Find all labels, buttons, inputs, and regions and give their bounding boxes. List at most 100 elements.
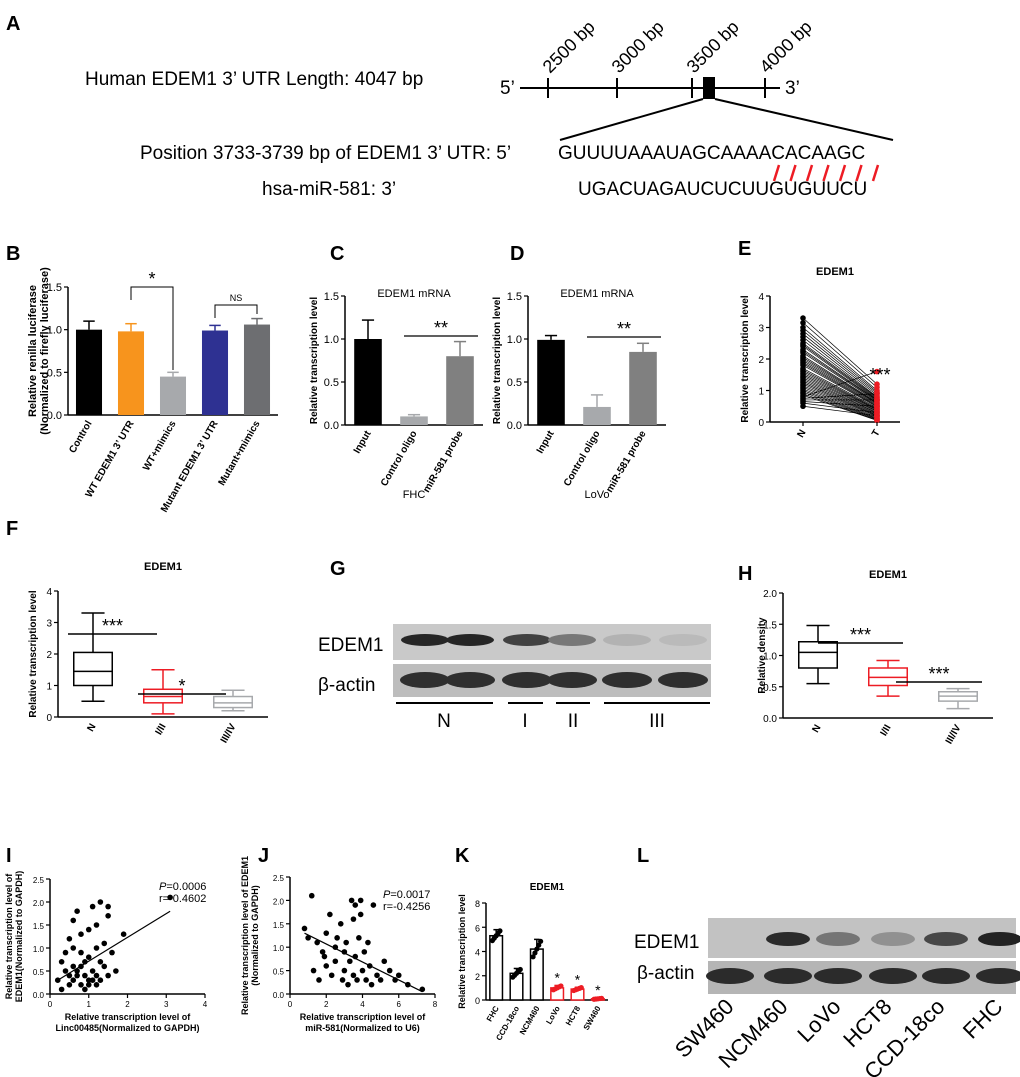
- group-label: III: [649, 711, 665, 732]
- data-point: [356, 935, 362, 941]
- y-tick-label: 1.0: [47, 325, 62, 337]
- panel-letter-c: C: [330, 243, 344, 265]
- y-tick-label: 3: [758, 324, 764, 335]
- y-tick-label: 1.5: [33, 922, 45, 931]
- y-tick-label: 0.0: [763, 714, 777, 725]
- pair-line: [802, 402, 878, 413]
- category-label: WT+mimics: [141, 419, 179, 473]
- protein-band: [548, 634, 596, 646]
- significance-mark: **: [617, 319, 631, 339]
- x-tick-label: 1: [87, 1000, 92, 1009]
- category-label: Control oligo: [379, 429, 420, 488]
- data-point: [85, 954, 92, 960]
- p-value-label: P=0.0006: [159, 881, 206, 893]
- x-tick-label: 0: [288, 1000, 293, 1009]
- y-tick-label: 4: [475, 948, 480, 958]
- data-point: [314, 939, 320, 946]
- data-point: [93, 922, 100, 928]
- chart-title: EDEM1: [530, 882, 565, 893]
- y-tick-label: 2: [758, 355, 764, 366]
- category-label: III/IV: [944, 723, 964, 747]
- x-axis-label: FHC: [403, 489, 426, 501]
- y-tick-label: 0.5: [324, 377, 339, 389]
- protein-band: [976, 968, 1020, 984]
- x-tick-label: 2: [324, 1000, 329, 1009]
- protein-band: [401, 634, 449, 646]
- y-tick-label: 1: [46, 682, 52, 693]
- panel-letter-a: A: [6, 13, 20, 35]
- data-point: [301, 925, 308, 932]
- pair-line: [802, 322, 878, 388]
- data-point: [348, 897, 355, 904]
- protein-band: [659, 634, 707, 646]
- panel-letter-h: H: [738, 563, 752, 585]
- utr-tick-label: 3500 bp: [683, 17, 743, 77]
- pair-line: [802, 377, 878, 413]
- base-pair-line: [822, 164, 830, 182]
- category-label: I/II: [879, 723, 894, 738]
- protein-band: [502, 672, 552, 688]
- box: [213, 695, 253, 709]
- data-point: [62, 968, 69, 974]
- bar: [489, 934, 504, 1001]
- data-point: [337, 921, 344, 927]
- x-tick-label: 4: [360, 1000, 365, 1009]
- mirna-sequence: UGACUAGAUCUCUUGUGUUCU: [578, 179, 867, 200]
- pair-line: [802, 382, 878, 416]
- data-point: [305, 935, 311, 941]
- blot-membrane-actin: [708, 961, 1016, 994]
- data-point: [354, 977, 360, 983]
- category-label: NCM460: [518, 1004, 542, 1036]
- blot-row-label: β-actin: [318, 675, 375, 696]
- category-label: Input: [352, 428, 374, 455]
- bar: [117, 331, 145, 415]
- pair-line: [802, 336, 878, 396]
- panel-letter-e: E: [738, 238, 751, 260]
- protein-band: [924, 932, 968, 946]
- data-point: [62, 949, 69, 956]
- lane-label: FHC: [958, 994, 1008, 1044]
- data-point: [578, 985, 584, 991]
- data-point: [97, 959, 104, 965]
- category-label: LoVo: [544, 1004, 562, 1025]
- data-point: [328, 972, 335, 979]
- y-tick-label: 2.0: [33, 899, 45, 908]
- protein-band: [922, 968, 970, 984]
- category-label: WT EDEM1 3’ UTR: [84, 418, 137, 499]
- category-label: Input: [535, 428, 557, 455]
- data-point: [70, 977, 77, 983]
- y-axis-label-line2: EDEM1(Normalized to GAPDH): [14, 871, 24, 1003]
- y-tick-label: 1: [758, 387, 764, 398]
- data-point: [78, 931, 84, 937]
- data-point: [350, 916, 357, 922]
- box-chart-h: 0.0 0.5 1.0 1.5 2.0 EDEM1 Relative density N I/I…: [757, 569, 993, 746]
- data-point: [316, 977, 322, 983]
- data-point: [82, 986, 88, 993]
- utr-length-label: Human EDEM1 3’ UTR Length: 4047 bp: [85, 69, 423, 90]
- pair-line: [802, 372, 878, 411]
- data-point: [66, 936, 73, 942]
- y-tick-label: 0.5: [47, 367, 62, 379]
- panel-letter-j: J: [258, 845, 269, 867]
- y-axis-label-line1: Relative transcription level of EDEM1: [240, 856, 250, 1015]
- r-value-label: r=-0.4602: [159, 893, 206, 905]
- bar: [354, 339, 382, 425]
- panel-letter-g: G: [330, 558, 346, 580]
- data-point: [109, 949, 115, 956]
- blot-membrane-edem1: [708, 918, 1016, 958]
- bar: [159, 376, 187, 415]
- data-point: [536, 942, 542, 948]
- protein-band: [814, 968, 862, 984]
- significance-mark: *: [554, 969, 560, 985]
- y-tick-label: 6: [475, 923, 480, 933]
- chart-title: EDEM1 mRNA: [377, 288, 451, 300]
- pair-line: [802, 401, 878, 407]
- bar: [243, 324, 271, 415]
- y-tick-label: 2.0: [273, 897, 285, 906]
- data-point: [357, 897, 364, 904]
- y-tick-label: 1.0: [763, 652, 777, 663]
- pair-line: [802, 380, 878, 415]
